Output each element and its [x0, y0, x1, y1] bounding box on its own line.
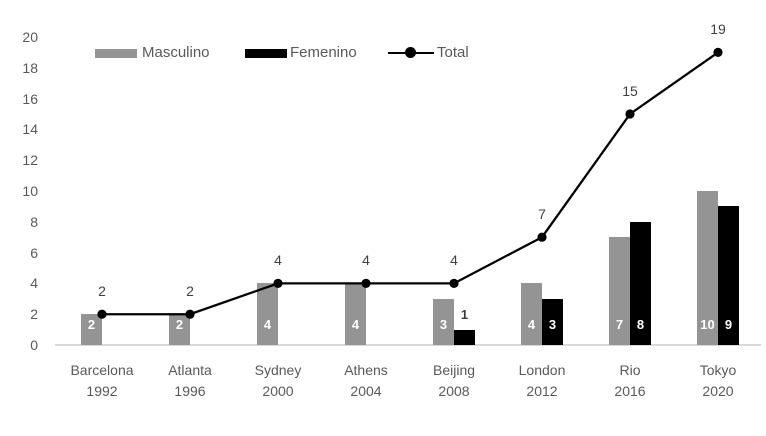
category-year-label: 2008 — [438, 383, 470, 399]
total-data-label: 4 — [362, 252, 370, 269]
bar-data-label: 4 — [527, 317, 536, 332]
category-city-label: Beijing — [432, 362, 476, 378]
category-city-label: Barcelona — [70, 362, 134, 378]
bar-masculino — [257, 283, 278, 345]
bar-data-label: 3 — [548, 317, 557, 332]
bar-masculino — [169, 314, 190, 345]
total-data-label: 4 — [450, 252, 458, 269]
legend-label-total: Total — [437, 44, 469, 61]
legend-marker-total-icon — [405, 47, 416, 58]
x-axis-category-label: Beijing 2008 — [410, 360, 498, 402]
category-year-label: 1992 — [86, 383, 118, 399]
bar-femenino — [454, 329, 475, 345]
category-year-label: 2000 — [262, 383, 294, 399]
y-axis-tick-label: 10 — [22, 183, 38, 199]
x-axis-category-label: Barcelona 1992 — [58, 360, 146, 402]
bar-masculino — [81, 314, 102, 345]
total-marker-icon — [625, 109, 635, 119]
legend-label-femenino: Femenino — [290, 44, 357, 61]
y-axis-tick-label: 20 — [22, 29, 38, 45]
y-axis-tick-label: 16 — [22, 90, 38, 107]
y-axis-tick-label: 0 — [30, 337, 38, 353]
bar-data-label: 7 — [615, 317, 624, 332]
category-city-label: Athens — [344, 362, 388, 378]
y-axis-tick-label: 12 — [22, 152, 38, 169]
legend-swatch-femenino — [245, 49, 287, 58]
legend-swatch-masculino — [95, 49, 137, 58]
category-city-label: Rio — [619, 362, 641, 378]
total-data-label: 15 — [622, 83, 638, 99]
total-data-label: 2 — [98, 283, 106, 300]
category-year-label: 2012 — [526, 383, 558, 399]
bar-masculino — [345, 283, 366, 345]
y-axis-tick-label: 14 — [22, 121, 38, 138]
legend-label-masculino: Masculino — [142, 44, 210, 61]
x-axis-line — [55, 344, 761, 346]
bar-data-label: 3 — [439, 317, 448, 332]
x-axis-category-label: Athens 2004 — [322, 360, 410, 402]
total-data-label: 19 — [710, 21, 726, 38]
y-axis-tick-label: 18 — [22, 59, 38, 76]
bar-data-label: 4 — [263, 317, 272, 332]
bar-data-label: 1 — [460, 306, 469, 322]
x-axis-category-label: Rio 2016 — [586, 360, 674, 402]
x-axis-category-label: Sydney 2000 — [234, 360, 322, 402]
y-axis-tick-label: 4 — [30, 275, 38, 292]
total-data-label: 7 — [538, 206, 546, 223]
y-axis-tick-label: 2 — [30, 306, 38, 323]
y-axis-tick-label: 6 — [30, 244, 38, 261]
bar-data-label: 2 — [87, 317, 96, 332]
total-marker-icon — [713, 47, 723, 58]
total-data-label: 2 — [186, 283, 194, 300]
category-city-label: Atlanta — [168, 362, 212, 378]
total-marker-icon — [449, 278, 459, 288]
category-city-label: Sydney — [254, 362, 302, 378]
category-city-label: London — [518, 362, 566, 378]
category-year-label: 1996 — [174, 383, 206, 399]
x-axis-category-label: Tokyo 2020 — [674, 360, 762, 402]
x-axis-category-label: London 2012 — [498, 360, 586, 402]
bar-femenino — [718, 206, 739, 345]
total-data-label: 4 — [274, 252, 282, 269]
category-city-label: Tokyo — [699, 362, 737, 378]
bar-data-label: 8 — [636, 317, 645, 332]
y-axis-tick-label: 8 — [30, 213, 38, 230]
category-year-label: 2020 — [702, 383, 734, 399]
bar-data-label: 10 — [700, 317, 715, 332]
x-axis-category-label: Atlanta 1996 — [146, 360, 234, 402]
category-year-label: 2004 — [350, 383, 382, 399]
bar-data-label: 2 — [175, 317, 184, 332]
bar-masculino — [521, 283, 542, 345]
total-marker-icon — [537, 232, 547, 242]
category-year-label: 2016 — [614, 383, 646, 399]
bar-data-label: 9 — [724, 317, 733, 332]
bar-data-label: 4 — [351, 317, 360, 332]
